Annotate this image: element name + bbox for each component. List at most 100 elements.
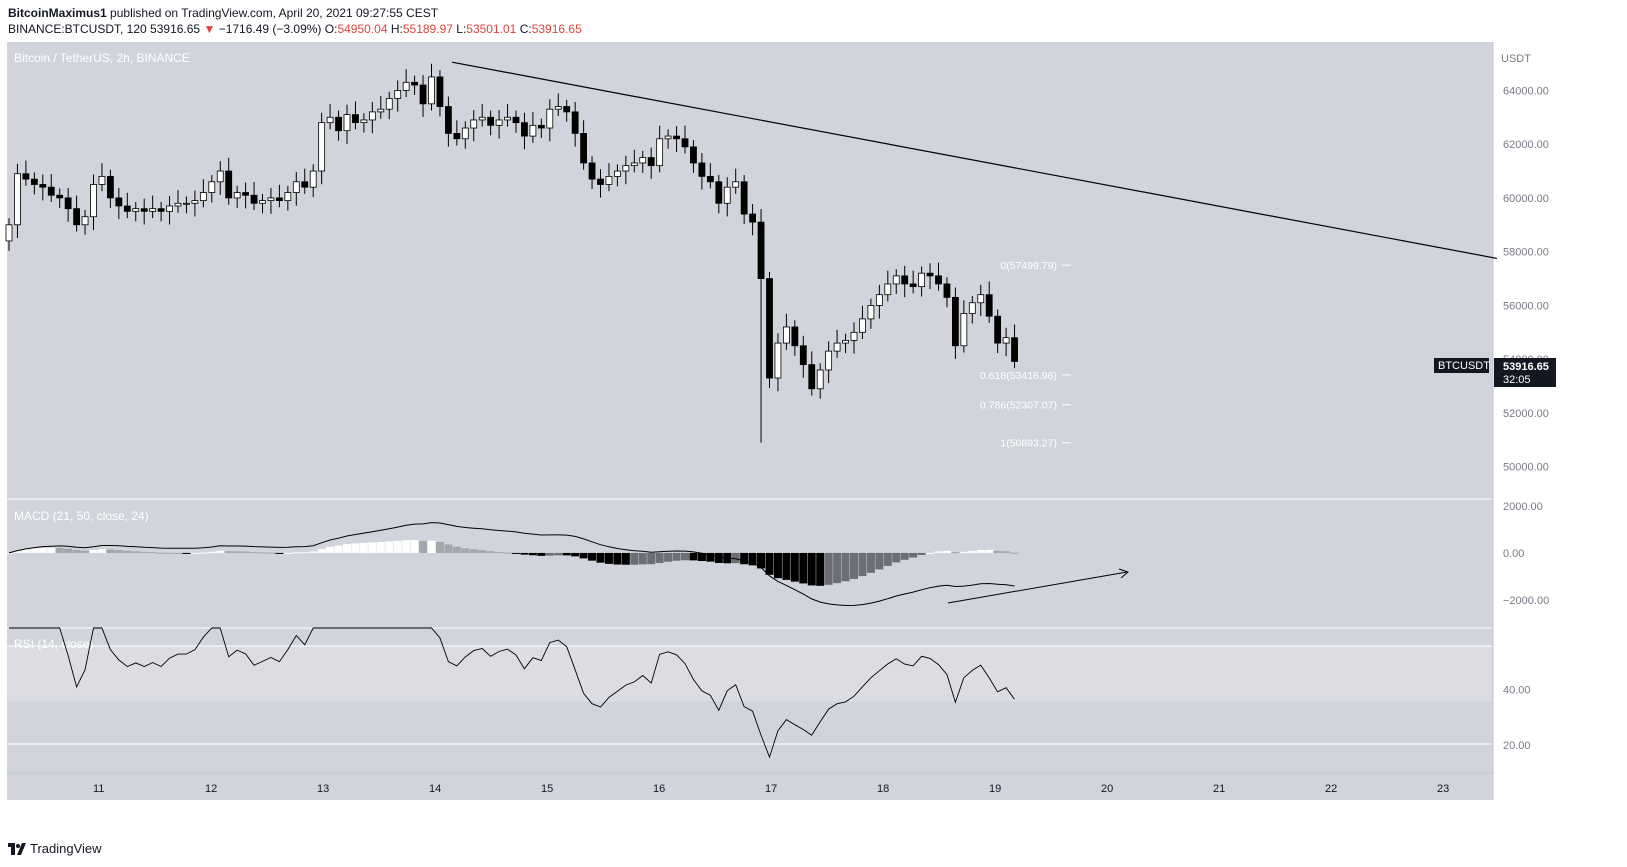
high-value: 55189.97	[402, 22, 453, 36]
time-tick-label: 11	[93, 783, 104, 795]
candle-down	[571, 111, 579, 134]
candle-down	[563, 106, 571, 113]
time-tick-label: 16	[653, 783, 665, 795]
macd-histogram-bar	[258, 552, 267, 554]
macd-histogram-bar	[689, 552, 698, 561]
candle-up	[183, 202, 190, 205]
time-tick-label: 15	[541, 783, 553, 795]
macd-histogram-bar	[182, 552, 191, 554]
candle-up	[377, 108, 385, 113]
candle-down	[757, 221, 765, 279]
price-axis[interactable]: 64000.00 62000.00 60000.00 58000.00 56000.00…	[1503, 85, 1549, 473]
macd-histogram-bar	[317, 548, 326, 553]
macd-histogram-bar	[393, 540, 402, 553]
macd-histogram-bar	[199, 552, 208, 554]
macd-histogram-bar	[343, 544, 351, 553]
candle-up	[918, 272, 925, 288]
macd-histogram-bar	[64, 548, 73, 553]
candle-down	[453, 133, 461, 140]
ohlc-line: BINANCE:BTCUSDT, 120 53916.65 ▼ −1716.49…	[8, 22, 582, 36]
rsi-indicator	[9, 627, 1015, 759]
macd-histogram-bar	[706, 552, 715, 562]
candle-down	[985, 294, 993, 317]
time-tick-label: 22	[1325, 783, 1337, 795]
high-label: H:	[390, 22, 403, 36]
rsi-title: RSI (14, close)	[14, 637, 93, 651]
fib-level-label: 0(57499.79)	[1000, 260, 1057, 272]
candle-up	[233, 192, 241, 199]
macd-histogram-bar	[917, 552, 926, 555]
chart-canvas[interactable]: 64000.00 62000.00 60000.00 58000.00 56000.00…	[0, 42, 1627, 839]
candle-up	[546, 108, 554, 129]
macd-histogram-bar	[647, 552, 656, 565]
candle-down	[521, 122, 528, 137]
candle-down	[444, 106, 452, 134]
last-price: 53916.65	[150, 22, 201, 36]
candle-up	[1002, 337, 1010, 344]
macd-histogram-bar	[292, 552, 301, 554]
candle-up	[630, 162, 638, 167]
macd-histogram-bar	[241, 551, 250, 553]
macd-indicator	[5, 522, 1129, 607]
macd-histogram-bar	[1010, 552, 1019, 554]
tradingview-logo-icon	[8, 842, 26, 855]
rsi-line	[9, 627, 1015, 759]
divergence-arrow-head	[1118, 568, 1129, 579]
low-value: 53501.01	[466, 22, 517, 36]
macd-histogram-bar	[951, 552, 960, 554]
macd-histogram-bar	[334, 545, 343, 553]
candle-up	[859, 318, 866, 333]
footer-brand[interactable]: TradingView	[8, 841, 102, 856]
candle-up	[884, 283, 892, 296]
candle-down	[107, 176, 114, 199]
candle-up	[554, 106, 562, 110]
candle-up	[639, 157, 647, 164]
candle-up	[5, 224, 13, 242]
macd-histogram-bar	[419, 540, 428, 553]
macd-axis[interactable]: 2000.00 0.00 −2000.00	[1503, 501, 1549, 607]
candle-up	[81, 216, 89, 226]
macd-histogram-bar	[554, 552, 563, 556]
macd-histogram-bar	[72, 549, 81, 553]
candle-up	[605, 176, 613, 185]
macd-histogram-bar	[740, 552, 749, 565]
badge-price-bg	[1494, 358, 1556, 387]
candle-up	[774, 342, 782, 379]
price-tick-label: 52000.00	[1503, 408, 1549, 420]
macd-histogram-bar	[714, 552, 723, 563]
macd-histogram-bar	[731, 552, 740, 564]
macd-histogram-bar	[824, 552, 833, 585]
time-tick-label: 12	[205, 783, 217, 795]
candle-down	[225, 170, 233, 199]
main-chart-title: Bitcoin / TetherUS, 2h, BINANCE	[14, 51, 190, 65]
macd-tick-label: 0.00	[1503, 548, 1524, 560]
macd-histogram-bar	[359, 542, 368, 553]
candle-down	[73, 208, 80, 226]
macd-histogram-bar	[106, 549, 115, 553]
macd-tick-label: 2000.00	[1503, 501, 1543, 513]
candle-down	[352, 114, 359, 124]
candle-down	[647, 157, 655, 167]
time-axis[interactable]: 11 12 13 14 15 16 17 18 19 20 21 22 23	[93, 783, 1449, 795]
macd-histogram-bar	[512, 552, 520, 554]
candle-down	[706, 176, 714, 183]
trendline[interactable]	[451, 61, 1498, 259]
macd-histogram-bar	[807, 552, 816, 586]
candle-up	[968, 302, 976, 314]
open-value: 54950.04	[337, 22, 388, 36]
macd-histogram-bar	[131, 551, 140, 553]
candle-up	[529, 124, 537, 137]
macd-histogram-bar	[664, 552, 673, 562]
macd-histogram-bar	[444, 544, 453, 553]
candle-down	[115, 197, 123, 207]
rsi-axis[interactable]: 40.00 20.00	[1503, 684, 1531, 752]
price-tick-label: 62000.00	[1503, 139, 1549, 151]
macd-histogram-bar	[630, 552, 639, 565]
fib-levels[interactable]: 0(57499.79) 0.618(53416.96) 0.786(52307.07…	[980, 260, 1071, 450]
candle-down	[580, 133, 587, 164]
candle-up	[14, 173, 21, 226]
price-tick-label: 50000.00	[1503, 462, 1549, 474]
author-name[interactable]: BitcoinMaximus1	[8, 6, 107, 20]
time-tick-label: 20	[1101, 783, 1113, 795]
candle-down	[47, 186, 55, 196]
